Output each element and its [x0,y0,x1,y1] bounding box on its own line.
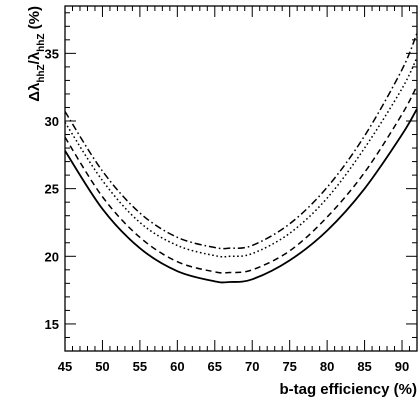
tick-labels: 45 50 55 60 65 70 75 80 85 90 15 20 25 30 35 [45,46,410,374]
y-axis-title-slash: /λ [26,51,43,64]
x-tick-label: 90 [395,359,409,374]
x-tick-label: 75 [282,359,296,374]
axis-ticks [64,6,418,352]
series-line-solid [64,108,418,284]
x-tick-label: 50 [95,359,109,374]
y-tick-label: 15 [45,317,59,332]
x-tick-label: 60 [170,359,184,374]
plot-frame [64,5,418,352]
y-tick-label: 20 [45,249,59,264]
y-axis-title-numerator-sub: hhZ [36,64,47,82]
series-line-dashed [64,85,418,274]
y-axis-title-unit: (%) [26,6,43,34]
series-line-dash-dot [64,32,418,250]
x-tick-label: 65 [208,359,222,374]
x-tick-label: 55 [133,359,147,374]
y-tick-label: 25 [45,182,59,197]
y-tick-label: 30 [45,114,59,129]
y-axis-title-denominator-sub: hhZ [36,34,47,52]
x-tick-label: 80 [320,359,334,374]
x-tick-label: 85 [357,359,371,374]
y-tick-label: 35 [45,46,59,61]
y-axis-title-delta: Δλ [26,82,43,102]
x-axis-title: b-tag efficiency (%) [279,381,417,398]
x-tick-label: 70 [245,359,259,374]
x-tick-label: 45 [58,359,72,374]
y-axis-title: ΔλhhZ/λhhZ (%) [26,6,47,102]
series-group [64,32,418,284]
